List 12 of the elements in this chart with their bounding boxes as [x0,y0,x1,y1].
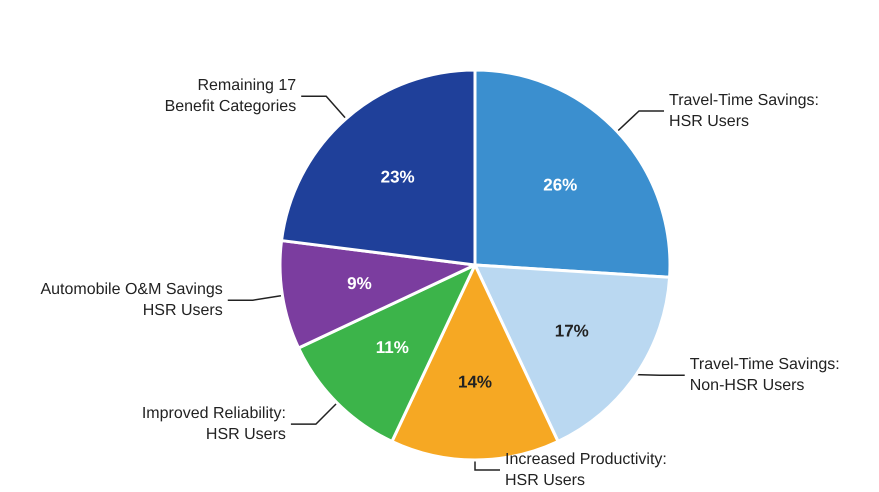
slice-label: Travel-Time Savings: HSR Users [669,92,819,130]
slice-label: Increased Productivity: HSR Users [505,451,667,489]
data-label: 17% [554,321,589,340]
data-label: 26% [543,175,578,194]
slice-label: Automobile O&M Savings HSR Users [40,281,223,320]
data-label: 11% [376,338,409,358]
data-label: 14% [458,372,492,392]
slice-label: Improved Reliability: HSR Users [142,405,286,444]
data-label: 23% [380,168,415,187]
slice-label: Travel-Time Savings: Non-HSR Users [690,356,840,394]
slice-label: Remaining 17 Benefit Categories [164,77,296,116]
data-label: 9% [347,274,372,293]
